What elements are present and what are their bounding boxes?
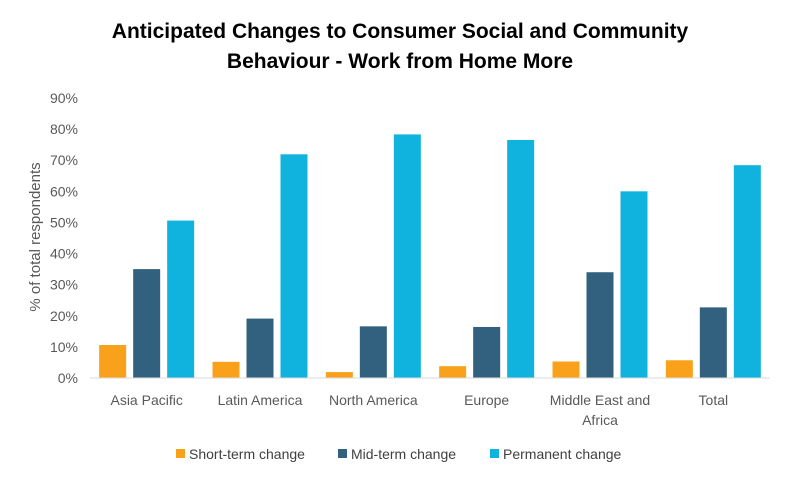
bar-short-term-change-0 <box>99 345 127 378</box>
y-tick-label: 10% <box>50 339 78 355</box>
y-tick-label: 30% <box>50 277 78 293</box>
y-tick-label: 20% <box>50 308 78 324</box>
bar-short-term-change-5 <box>665 360 693 378</box>
bar-permanent-change-3 <box>507 140 535 378</box>
y-tick-label: 50% <box>50 214 78 230</box>
bar-permanent-change-0 <box>167 220 195 378</box>
legend-swatch <box>490 449 499 458</box>
bar-mid-term-change-2 <box>359 326 387 378</box>
x-tick-label: Africa <box>582 412 618 428</box>
y-tick-label: 40% <box>50 246 78 262</box>
legend-swatch <box>176 449 185 458</box>
bar-short-term-change-3 <box>439 366 467 378</box>
chart-title: Anticipated Changes to Consumer Social a… <box>112 20 689 73</box>
chart-title-line: Anticipated Changes to Consumer Social a… <box>112 20 689 43</box>
bar-short-term-change-4 <box>552 361 580 378</box>
bar-permanent-change-2 <box>393 134 421 378</box>
bar-mid-term-change-3 <box>473 326 501 378</box>
y-tick-label: 90% <box>50 90 78 106</box>
bar-mid-term-change-1 <box>246 318 274 378</box>
x-axis-ticks: Asia Pacific Latin America North America Eu… <box>110 392 728 428</box>
y-tick-label: 70% <box>50 152 78 168</box>
legend-label: Short-term change <box>189 446 305 462</box>
x-tick-label: Asia Pacific <box>110 392 182 408</box>
x-tick-label: Middle East and <box>550 392 650 408</box>
bar-permanent-change-5 <box>733 165 761 378</box>
x-tick-label: North America <box>329 392 418 408</box>
bars <box>99 134 761 378</box>
legend-label: Mid-term change <box>351 446 456 462</box>
x-tick-label: Total <box>699 392 729 408</box>
bar-mid-term-change-5 <box>699 307 727 378</box>
bar-short-term-change-1 <box>212 361 240 378</box>
y-axis-title: % of total respondents <box>27 162 44 311</box>
x-tick-label: Europe <box>464 392 509 408</box>
legend: Short-term change Mid-term change Permanen… <box>176 446 622 462</box>
y-tick-label: 60% <box>50 183 78 199</box>
bar-mid-term-change-0 <box>133 269 161 378</box>
y-tick-label: 80% <box>50 121 78 137</box>
bar-mid-term-change-4 <box>586 272 614 378</box>
bar-permanent-change-1 <box>280 154 308 378</box>
y-tick-label: 0% <box>58 370 78 386</box>
bar-permanent-change-4 <box>620 191 648 378</box>
legend-swatch <box>338 449 347 458</box>
bar-short-term-change-2 <box>325 372 353 378</box>
chart-title-line: Behaviour - Work from Home More <box>227 50 573 73</box>
legend-label: Permanent change <box>503 446 622 462</box>
y-axis-ticks: 0% 10% 20% 30% 40% 50% 60% 70% 80% 90% <box>50 90 78 386</box>
x-tick-label: Latin America <box>218 392 303 408</box>
